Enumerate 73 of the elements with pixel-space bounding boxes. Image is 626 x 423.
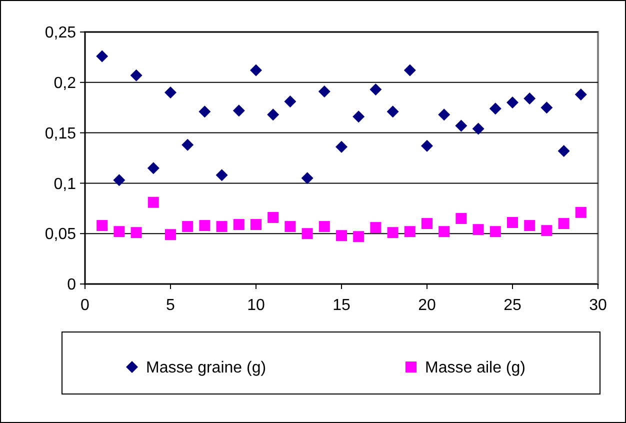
point — [130, 69, 142, 82]
point — [250, 64, 262, 76]
point — [558, 144, 570, 157]
y-tick-label: 0,1 — [54, 176, 76, 193]
x-tick-label: 25 — [504, 297, 522, 314]
point — [456, 212, 467, 224]
x-tick-label: 15 — [332, 297, 350, 314]
point — [147, 162, 160, 174]
x-tick-label: 0 — [80, 297, 90, 314]
point — [96, 50, 108, 62]
y-tick-label: 0,2 — [54, 75, 76, 92]
point — [268, 212, 279, 223]
point — [336, 140, 348, 153]
point — [199, 220, 210, 232]
point — [558, 218, 570, 230]
point — [301, 172, 314, 184]
point — [216, 169, 228, 182]
point — [216, 221, 228, 232]
point — [472, 224, 484, 236]
point — [267, 108, 280, 121]
point — [438, 226, 450, 238]
point — [404, 64, 416, 76]
point — [387, 227, 398, 238]
x-tick-label: 10 — [247, 297, 265, 314]
point — [438, 108, 450, 121]
point — [370, 222, 382, 234]
point — [455, 120, 468, 132]
point — [370, 83, 382, 96]
y-tick-label: 0,15 — [44, 125, 76, 142]
point — [148, 196, 159, 208]
point — [575, 206, 586, 218]
point — [198, 106, 211, 118]
point — [490, 226, 501, 238]
point — [130, 227, 142, 238]
point — [284, 96, 296, 108]
point — [182, 221, 194, 232]
point — [182, 138, 194, 151]
point — [353, 231, 364, 242]
point — [507, 217, 518, 228]
point — [318, 85, 330, 98]
point — [541, 225, 552, 236]
point — [232, 104, 245, 117]
y-tick-label: 0,25 — [44, 24, 76, 42]
point — [164, 86, 176, 98]
point — [524, 92, 536, 105]
point — [250, 219, 262, 230]
point — [574, 88, 587, 100]
point — [472, 122, 484, 135]
x-tick-label: 5 — [166, 297, 176, 314]
point — [506, 96, 518, 109]
point — [114, 226, 125, 238]
point — [386, 106, 399, 118]
legend-label: Masse graine (g) — [146, 360, 266, 377]
legend-label: Masse aile (g) — [425, 360, 526, 377]
point — [233, 219, 244, 230]
point — [113, 174, 126, 186]
point — [540, 102, 553, 114]
point — [422, 218, 432, 230]
point — [318, 221, 330, 232]
point — [284, 221, 296, 232]
point — [302, 228, 313, 240]
point — [421, 140, 433, 152]
point — [352, 110, 365, 123]
point — [336, 230, 347, 242]
y-tick-label: 0,05 — [44, 226, 76, 244]
point — [489, 102, 502, 115]
x-tick-label: 30 — [589, 297, 607, 314]
point — [96, 220, 108, 232]
point — [404, 226, 416, 238]
point — [524, 220, 536, 232]
x-tick-label: 20 — [418, 297, 436, 314]
point — [165, 229, 176, 240]
y-tick-label: 0 — [67, 276, 76, 294]
